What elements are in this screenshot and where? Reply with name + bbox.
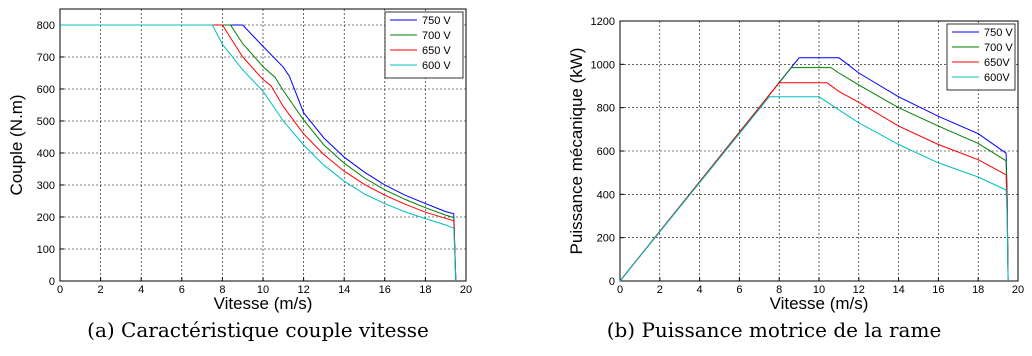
- y-tick-label: 400: [597, 189, 615, 201]
- series-line-3: [60, 24, 457, 282]
- y-tick-label: 200: [597, 233, 615, 245]
- series-line-0: [60, 24, 457, 282]
- series-line-1: [619, 67, 1009, 282]
- torque-speed-chart: 0 2 4 6 8 10 12 14 16 18 2001002003004005006007008…: [7, 8, 472, 313]
- y-tick-label: 0: [49, 276, 55, 288]
- x-tick-label: 0: [57, 284, 63, 296]
- x-tick-label: 20: [1012, 284, 1024, 296]
- legend-label: 600 V: [422, 60, 451, 72]
- x-tick-label: 4: [138, 284, 144, 296]
- y-tick-label: 300: [37, 180, 55, 192]
- x-tick-label: 10: [813, 284, 825, 296]
- x-tick-label: 18: [419, 284, 431, 296]
- series-line-2: [60, 24, 457, 282]
- y-tick-label: 800: [597, 103, 615, 115]
- x-tick-label: 10: [257, 284, 269, 296]
- y-tick-label: 600: [37, 84, 55, 96]
- y-axis-label: Puissance mécanique (kW): [567, 48, 586, 255]
- series-line-3: [619, 96, 1009, 282]
- y-axis-label: Couple (N.m): [7, 94, 26, 195]
- legend-label: 600V: [984, 72, 1010, 84]
- x-tick-label: 12: [297, 284, 309, 296]
- x-tick-label: 8: [776, 284, 782, 296]
- legend-label: 750 V: [422, 15, 451, 27]
- chart-panel-power: 0 2 4 6 8 10 12 14 16 18 20 0 200 400 600 800 1000 1200 Vi…: [516, 0, 1032, 356]
- x-tick-label: 16: [932, 284, 944, 296]
- caption-torque: (a) Caractéristique couple vitesse: [87, 318, 429, 342]
- series-line-2: [619, 82, 1009, 282]
- y-tick-label: 600: [597, 146, 615, 158]
- x-tick-label: 4: [697, 284, 703, 296]
- x-tick-label: 18: [972, 284, 984, 296]
- power-speed-chart: 0 2 4 6 8 10 12 14 16 18 20020040060080010001200Vi…: [567, 16, 1024, 313]
- x-tick-label: 14: [338, 284, 350, 296]
- legend-label: 650 V: [422, 45, 451, 57]
- x-tick-label: 2: [657, 284, 663, 296]
- x-tick-label: 6: [736, 284, 742, 296]
- legend-label: 700 V: [984, 42, 1013, 54]
- y-tick-label: 400: [37, 148, 55, 160]
- x-axis-label: Vitesse (m/s): [214, 294, 313, 313]
- y-tick-label: 1200: [591, 16, 615, 28]
- x-tick-label: 8: [219, 284, 225, 296]
- x-tick-label: 2: [98, 284, 104, 296]
- legend-box: [946, 23, 1016, 91]
- caption-power: (b) Puissance motrice de la rame: [606, 318, 942, 342]
- x-tick-label: 12: [853, 284, 865, 296]
- x-tick-label: 0: [617, 284, 623, 296]
- legend-box: [384, 11, 464, 79]
- x-tick-label: 16: [379, 284, 391, 296]
- x-axis-label: Vitesse (m/s): [770, 294, 869, 313]
- y-tick-label: 0: [609, 276, 615, 288]
- x-tick-label: 14: [892, 284, 904, 296]
- legend-label: 750 V: [984, 27, 1013, 39]
- chart-panel-torque: 0 2 4 6 8 10 12 14 16 18 20 0 100 200 300 400 500 600 700 8…: [7, 8, 472, 342]
- x-tick-label: 6: [179, 284, 185, 296]
- y-tick-label: 200: [37, 212, 55, 224]
- y-tick-label: 1000: [591, 59, 615, 71]
- y-tick-label: 500: [37, 116, 55, 128]
- y-tick-label: 800: [37, 20, 55, 32]
- legend-label: 650V: [984, 57, 1010, 69]
- legend-label: 700 V: [422, 30, 451, 42]
- series-line-1: [60, 24, 457, 282]
- y-tick-label: 700: [37, 52, 55, 64]
- y-tick-label: 100: [37, 244, 55, 256]
- x-tick-label: 20: [460, 284, 472, 296]
